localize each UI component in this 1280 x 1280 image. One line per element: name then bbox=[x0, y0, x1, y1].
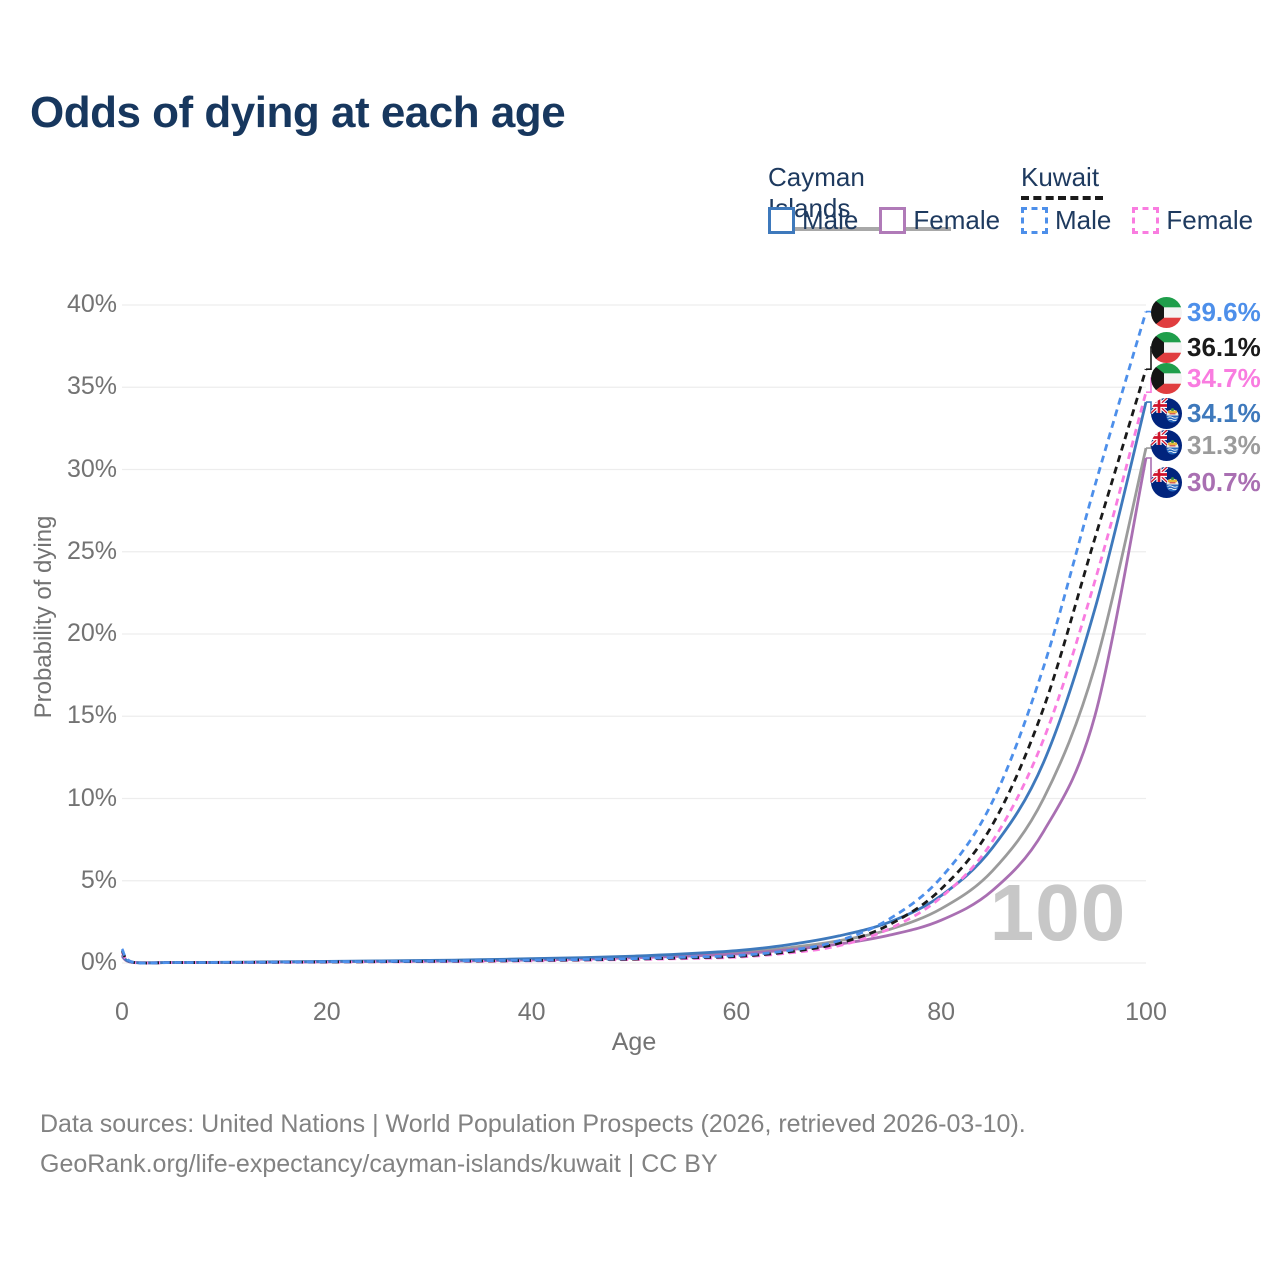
series-line-kuwait-total bbox=[120, 368, 1148, 965]
end-label-value: 31.3% bbox=[1187, 429, 1261, 460]
data-source-line: Data sources: United Nations | World Pop… bbox=[40, 1110, 1026, 1138]
y-tick-label-35: 35% bbox=[66, 372, 117, 401]
y-tick-label-10: 10% bbox=[66, 783, 117, 812]
legend-items-kuwait: Male Female bbox=[1021, 205, 1274, 236]
y-tick-label-0: 0% bbox=[80, 948, 117, 976]
end-label-value: 34.1% bbox=[1187, 397, 1261, 428]
cayman-islands-flag-icon bbox=[1151, 397, 1182, 429]
cayman-islands-female-swatch bbox=[879, 207, 907, 234]
x-tick-label-40: 40 bbox=[517, 998, 546, 1026]
cayman-islands-flag-icon bbox=[1151, 429, 1182, 461]
cayman-islands-male-swatch bbox=[768, 207, 795, 234]
y-tick-label-40: 40% bbox=[66, 290, 117, 318]
end-label-value: 39.6% bbox=[1187, 296, 1261, 327]
legend-group-kuwait: Kuwait bbox=[1021, 162, 1103, 200]
end-label-value: 34.7% bbox=[1187, 362, 1261, 393]
end-label-value: 30.7% bbox=[1187, 466, 1261, 497]
kuwait-flag-icon bbox=[1151, 331, 1182, 363]
series-line-cayman-islands-female bbox=[121, 457, 1148, 965]
series-line-cayman-islands-total bbox=[121, 447, 1148, 965]
legend-items-cayman: Male Female bbox=[768, 205, 1021, 236]
legend-kuwait-line-sample bbox=[1021, 196, 1103, 200]
end-label-kuwait-female: 34.7% bbox=[1151, 362, 1261, 394]
end-label-cayman-islands-male: 34.1% bbox=[1151, 397, 1261, 429]
x-tick-label-100: 100 bbox=[1125, 998, 1167, 1026]
kuwait-flag-icon bbox=[1151, 296, 1182, 328]
x-tick-label-20: 20 bbox=[312, 998, 341, 1026]
x-axis-title: Age bbox=[611, 1028, 657, 1056]
end-label-value: 36.1% bbox=[1187, 331, 1261, 362]
series-line-kuwait-female bbox=[120, 391, 1148, 965]
gridlines bbox=[122, 304, 1146, 964]
legend-item-label: Male bbox=[802, 205, 859, 235]
legend-item-label: Female bbox=[913, 205, 1001, 235]
y-tick-label-25: 25% bbox=[66, 536, 117, 565]
x-tick-label-0: 0 bbox=[115, 998, 129, 1026]
series-line-cayman-islands-male bbox=[120, 401, 1148, 965]
cayman-islands-flag-icon bbox=[1151, 466, 1182, 498]
x-tick-label-80: 80 bbox=[927, 998, 956, 1026]
y-tick-label-5: 5% bbox=[80, 865, 117, 894]
end-label-kuwait-male: 39.6% bbox=[1151, 296, 1261, 328]
page-title: Odds of dying at each age bbox=[30, 88, 566, 137]
y-tick-label-20: 20% bbox=[66, 619, 117, 647]
legend-item-cayman-islands-female[interactable]: Female bbox=[879, 205, 1000, 236]
legend-group-kuwait-title: Kuwait bbox=[1021, 162, 1100, 192]
legend-item-label: Male bbox=[1055, 205, 1112, 235]
y-tick-label-30: 30% bbox=[66, 454, 117, 483]
legend-item-label: Female bbox=[1166, 205, 1254, 235]
legend-item-kuwait-male[interactable]: Male bbox=[1021, 205, 1111, 236]
series-lines bbox=[120, 311, 1148, 965]
legend-cayman-line-sample bbox=[768, 227, 951, 231]
kuwait-flag-icon bbox=[1151, 362, 1182, 394]
attribution-line: GeoRank.org/life-expectancy/cayman-islan… bbox=[40, 1150, 718, 1178]
watermark-age-100: 100 bbox=[989, 868, 1127, 957]
end-label-cayman-islands-female: 30.7% bbox=[1151, 466, 1261, 498]
legend-group-cayman-islands: Cayman Islands bbox=[768, 162, 951, 231]
series-line-kuwait-male bbox=[120, 311, 1148, 965]
y-tick-label-15: 15% bbox=[66, 701, 117, 730]
end-label-cayman-islands-total: 31.3% bbox=[1151, 429, 1261, 461]
kuwait-male-swatch bbox=[1021, 207, 1048, 234]
legend-item-kuwait-female[interactable]: Female bbox=[1132, 205, 1253, 236]
end-label-kuwait-total: 36.1% bbox=[1151, 331, 1261, 363]
legend-item-cayman-islands-male[interactable]: Male bbox=[768, 205, 858, 236]
kuwait-female-swatch bbox=[1132, 207, 1160, 234]
x-tick-label-60: 60 bbox=[722, 998, 751, 1026]
